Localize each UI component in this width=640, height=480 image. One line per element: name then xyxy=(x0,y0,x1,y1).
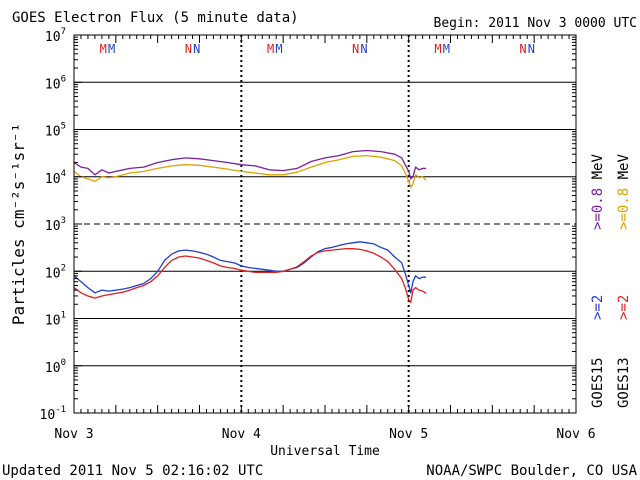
marker-n-goes15: N xyxy=(193,42,200,56)
legend-label: MeV xyxy=(616,154,632,188)
legend-label: >=0.8 xyxy=(616,188,632,230)
marker-m-goes15: M xyxy=(275,42,282,56)
y-axis-label: Particles cm⁻²s⁻¹sr⁻¹ xyxy=(9,123,28,325)
y-tick-label-1e2: 102 xyxy=(45,263,66,281)
y-tick-label-1e-1: 10-1 xyxy=(40,405,67,423)
series-line-goes13-2-mev xyxy=(73,248,427,303)
legend-label: >=2 xyxy=(616,295,632,320)
legend-label: >=2 xyxy=(590,295,606,320)
marker-n-goes15: N xyxy=(528,42,535,56)
marker-m-goes13: M xyxy=(100,42,107,56)
x-axis-label: Universal Time xyxy=(270,444,380,459)
series-line-goes13-0-8-mev xyxy=(73,154,427,188)
marker-m-goes15: M xyxy=(108,42,115,56)
legend-label: MeV xyxy=(590,154,606,188)
x-tick-label: Nov 3 xyxy=(54,427,93,442)
begin-date: Begin: 2011 Nov 3 0000 UTC xyxy=(434,16,638,31)
marker-m-goes13: M xyxy=(267,42,274,56)
x-tick-label: Nov 4 xyxy=(222,427,261,442)
updated-timestamp: Updated 2011 Nov 5 02:16:02 UTC xyxy=(2,463,263,479)
marker-n-goes13: N xyxy=(185,42,192,56)
legend-label: >=0.8 xyxy=(590,188,606,230)
x-tick-label: Nov 5 xyxy=(389,427,428,442)
y-tick-label-1e6: 106 xyxy=(45,74,66,92)
marker-n-goes13: N xyxy=(352,42,359,56)
legend-goes13-08mev: >=0.8 MeV xyxy=(616,154,632,230)
y-tick-label-1e3: 103 xyxy=(45,216,66,234)
y-tick-label-1e5: 105 xyxy=(45,122,66,140)
series-line-goes15-2-mev xyxy=(73,241,427,294)
legend-goes15-label: GOES15 xyxy=(590,357,606,408)
legend-goes13-label: GOES13 xyxy=(616,357,632,408)
legend-goes13-2mev: >=2 xyxy=(616,295,632,320)
y-tick-label-1e1: 101 xyxy=(45,311,66,329)
chart-title: GOES Electron Flux (5 minute data) xyxy=(12,10,299,26)
series-line-goes15-0-8-mev xyxy=(73,149,427,180)
legend-label: GOES15 xyxy=(590,357,606,408)
y-tick-label-1e4: 104 xyxy=(45,169,66,187)
legend-label: GOES13 xyxy=(616,357,632,408)
marker-n-goes15: N xyxy=(360,42,367,56)
legend-goes15-08mev: >=0.8 MeV xyxy=(590,154,606,230)
plot-frame xyxy=(73,34,577,414)
marker-m-goes15: M xyxy=(443,42,450,56)
credit-text: NOAA/SWPC Boulder, CO USA xyxy=(426,463,637,479)
y-tick-label-1e7: 107 xyxy=(45,27,66,45)
marker-m-goes13: M xyxy=(434,42,441,56)
y-tick-label-1e0: 100 xyxy=(45,358,66,376)
marker-n-goes13: N xyxy=(519,42,526,56)
legend-goes15-2mev: >=2 xyxy=(590,295,606,320)
x-tick-label: Nov 6 xyxy=(556,427,595,442)
